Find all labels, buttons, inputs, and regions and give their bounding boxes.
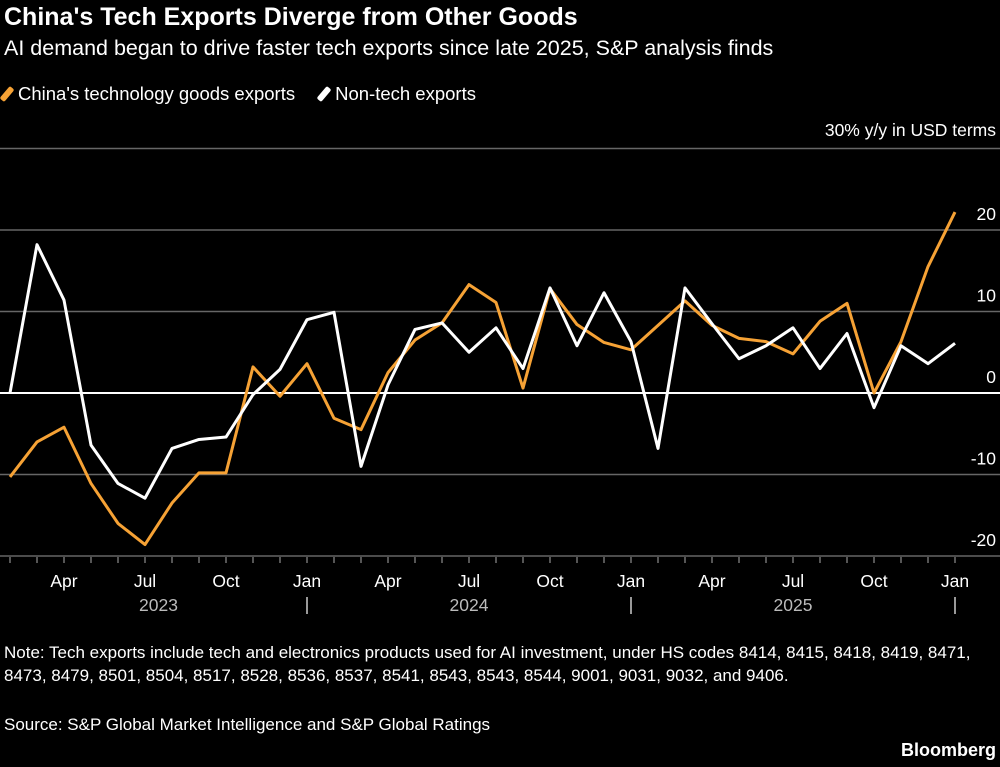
legend: China's technology goods exports Non-tec… (0, 83, 476, 105)
x-tick-label: Oct (536, 571, 563, 591)
x-tick-label: Jan (293, 571, 321, 591)
x-tick-label: Jul (134, 571, 156, 591)
line-chart: -20 -10 0 10 20 Apr Jul Oct Jan Apr Jul Oct Jan Apr Ju… (0, 147, 1000, 615)
x-tick-label: Apr (698, 571, 725, 591)
chart-source: Source: S&P Global Market Intelligence a… (4, 715, 491, 734)
y-tick-label: 0 (986, 367, 996, 387)
legend-label-nontech: Non-tech exports (335, 83, 476, 104)
y-tick-label: 10 (977, 286, 997, 306)
y-tick-label: 20 (977, 204, 997, 224)
y-axis-unit-label: 30% y/y in USD terms (824, 120, 996, 140)
legend-item-tech: China's technology goods exports (0, 83, 296, 105)
y-tick-label: -20 (971, 530, 997, 550)
legend-label-tech: China's technology goods exports (18, 83, 296, 104)
chart-note: Note: Tech exports include tech and elec… (4, 643, 971, 685)
x-tick-label: Apr (374, 571, 401, 591)
year-label: 2025 (774, 595, 813, 615)
x-tick-label: Jul (782, 571, 804, 591)
x-tick-label: Jan (617, 571, 645, 591)
x-tick-label: Apr (50, 571, 77, 591)
chart-title: China's Tech Exports Diverge from Other … (4, 3, 578, 31)
nontech-exports-line (8, 243, 956, 500)
x-tick-label: Oct (212, 571, 239, 591)
chart-subtitle: AI demand began to drive faster tech exp… (4, 36, 774, 60)
legend-item-nontech: Non-tech exports (316, 83, 476, 105)
bloomberg-logo: Bloomberg (900, 740, 996, 760)
tech-exports-line (8, 211, 957, 547)
year-label: 2023 (139, 595, 178, 615)
year-label: 2024 (450, 595, 489, 615)
x-tick-label: Jan (941, 571, 969, 591)
y-tick-label: -10 (971, 449, 997, 469)
x-tick-label: Oct (860, 571, 887, 591)
x-tick-label: Jul (458, 571, 480, 591)
